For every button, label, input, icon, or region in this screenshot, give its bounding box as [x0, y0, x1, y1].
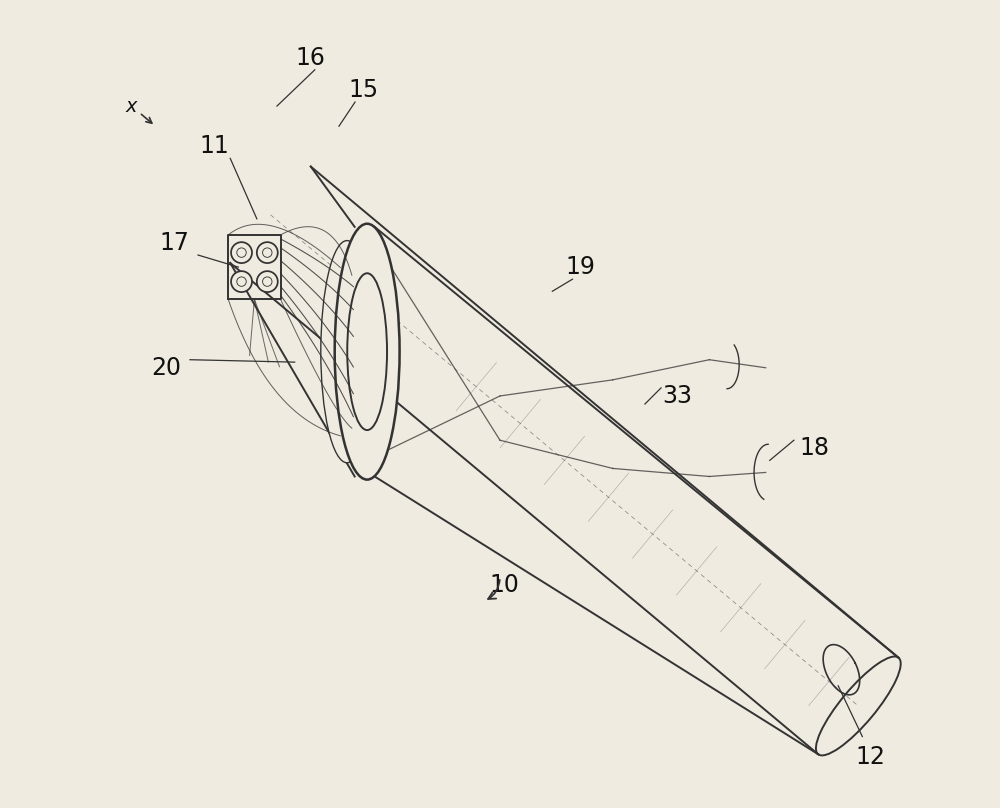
Ellipse shape [816, 657, 901, 755]
Text: 11: 11 [199, 134, 229, 158]
Circle shape [257, 271, 278, 292]
Ellipse shape [347, 273, 387, 430]
Ellipse shape [321, 241, 373, 463]
Circle shape [231, 242, 252, 263]
Text: 12: 12 [855, 745, 885, 768]
Text: 20: 20 [151, 356, 181, 380]
Text: x: x [125, 97, 137, 116]
Ellipse shape [335, 224, 400, 480]
Text: 10: 10 [489, 573, 519, 597]
Text: 18: 18 [799, 436, 829, 461]
Circle shape [231, 271, 252, 292]
Text: 19: 19 [566, 255, 595, 279]
Text: 16: 16 [296, 46, 326, 69]
Circle shape [257, 242, 278, 263]
Text: 33: 33 [662, 384, 692, 408]
Text: 17: 17 [159, 231, 189, 255]
Text: 15: 15 [348, 78, 378, 102]
